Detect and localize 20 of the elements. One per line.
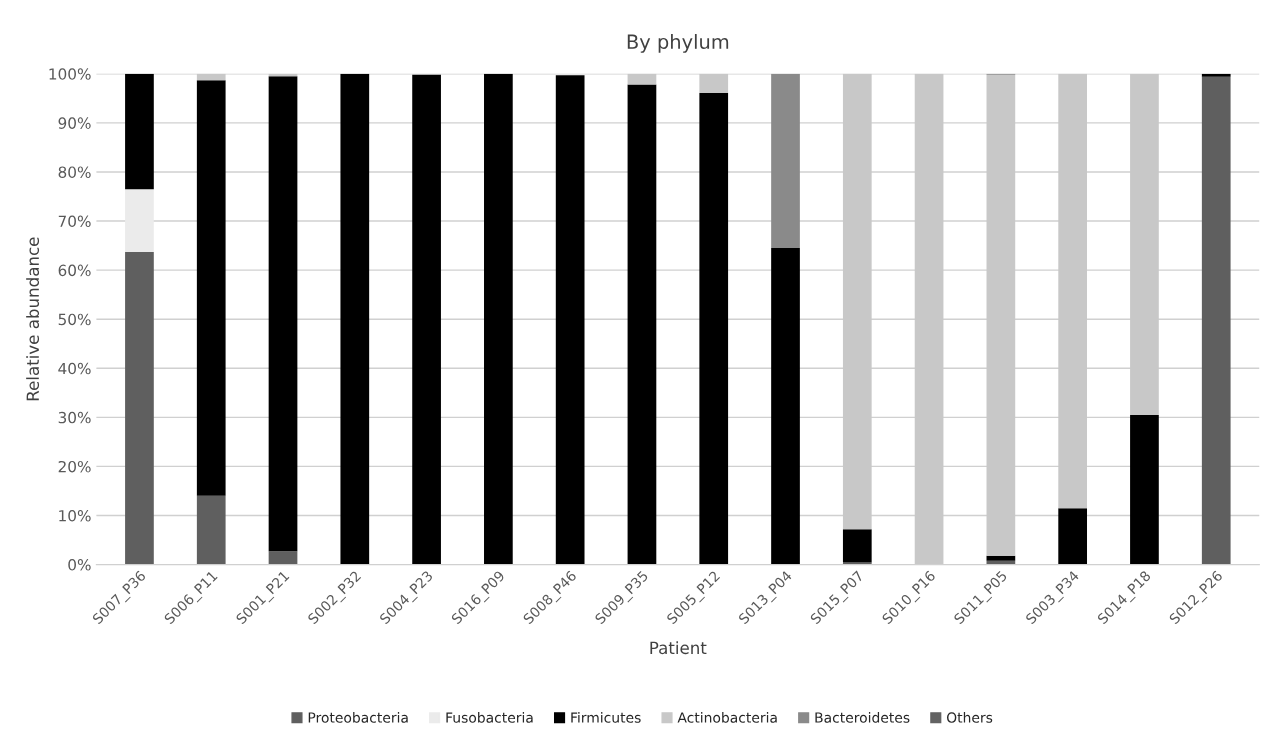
chart-title: By phylum xyxy=(627,34,729,53)
y-tick-label: 10% xyxy=(59,509,91,522)
y-tick-label: 90% xyxy=(58,117,91,129)
legend-label: Firmicutes xyxy=(571,712,641,723)
y-tick-label: 100% xyxy=(49,68,91,80)
legend-label: Fusobacteria xyxy=(446,712,533,723)
legend-label: Others xyxy=(946,712,993,723)
legend-label: Bacteroidetes xyxy=(815,712,910,723)
y-tick-label: 60% xyxy=(58,264,91,277)
y-tick-label: 30% xyxy=(58,411,91,424)
y-tick-label: 80% xyxy=(58,166,91,178)
y-tick-label: 0% xyxy=(68,559,91,571)
y-tick-label: 50% xyxy=(58,313,91,326)
x-axis-title: Patient xyxy=(650,641,707,655)
y-tick-label: 40% xyxy=(58,362,91,375)
legend-label: Proteobacteria xyxy=(308,712,408,723)
y-tick-label: 20% xyxy=(58,460,91,473)
legend-label: Actinobacteria xyxy=(677,712,777,723)
y-tick-label: 70% xyxy=(58,215,91,228)
y-axis-title: Relative abundance xyxy=(26,237,40,401)
